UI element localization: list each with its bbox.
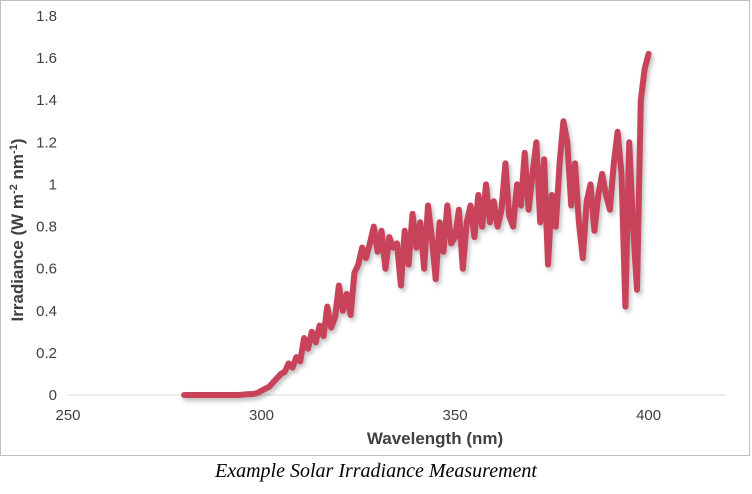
x-tick-label: 250 [55,407,80,424]
y-axis-title-base: Irradiance (W m [8,194,27,322]
series-line-irradiance [181,50,652,398]
y-tick-labels: 0 0.2 0.4 0.6 0.8 1 1.2 1.4 1.6 1.8 [36,8,57,404]
irradiance-chart: 00.20.40.60.811.21.41.61.8 250 300 350 400 … [8,8,726,448]
figure-caption: Example Solar Irradiance Measurement [215,460,537,482]
y-tick-label: 0.8 [36,219,57,236]
y-tick-label: 1.4 [36,92,57,109]
x-tick-label: 350 [443,407,468,424]
y-axis-title-end: ) [8,138,27,144]
y-tick-label: 1.8 [36,8,57,25]
x-tick-label: 300 [249,407,274,424]
y-tick-label: 0.4 [36,303,57,320]
y-tick-label: 1 [49,176,57,193]
y-tick-label: 1.2 [36,134,57,151]
x-tick-label: 400 [636,407,661,424]
y-tick-label: 0.6 [36,261,57,278]
x-tick-labels: 250 300 350 400 [55,407,661,424]
x-axis-title: Wavelength (nm) [367,429,503,448]
y-tick-label: 0.2 [36,345,57,362]
y-axis-title-mid: nm [8,154,27,184]
y-axis-title-exp2: -1 [8,144,20,154]
y-tick-label: 0 [49,387,57,404]
y-tick-label: 1.6 [36,50,57,67]
y-axis-title: Irradiance (W m-2 nm-1) [8,138,27,321]
y-axis-title-exp1: -2 [8,184,20,194]
